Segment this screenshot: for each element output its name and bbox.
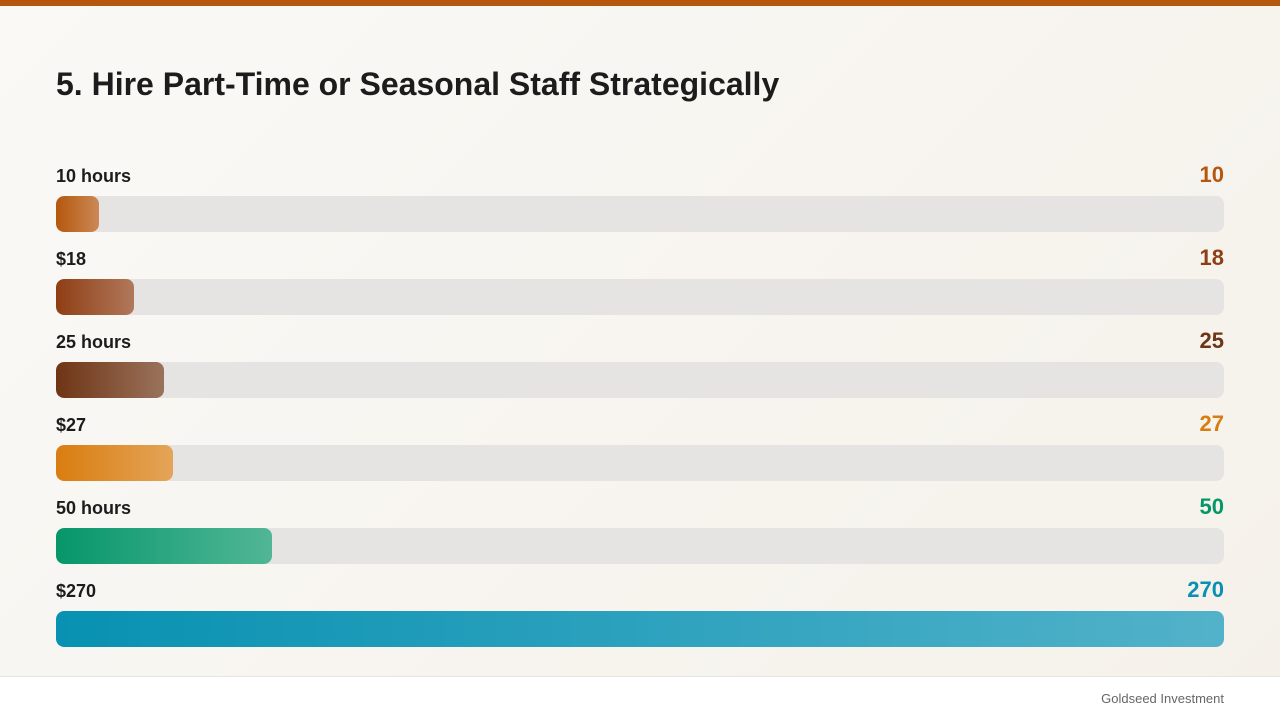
bar-label: $18: [56, 249, 87, 269]
bar-label: $27: [56, 415, 87, 435]
bar-row: $18 18: [56, 243, 1224, 315]
bar-track: [56, 528, 1224, 564]
bar-track: [56, 362, 1224, 398]
bar-value-label: 25: [1199, 328, 1224, 353]
bar-value-label: 50: [1199, 494, 1224, 519]
bar-label: 50 hours: [56, 498, 132, 518]
footer: Goldseed Investment: [0, 676, 1280, 721]
bar-track: [56, 196, 1224, 232]
bar-label: 10 hours: [56, 166, 132, 186]
bar-label: 25 hours: [56, 332, 132, 352]
bar: [56, 196, 100, 232]
bar-value-label: 18: [1199, 245, 1224, 270]
bar-row: 10 hours 10: [56, 160, 1224, 232]
bar-value-label: 270: [1187, 577, 1224, 602]
bar-row: $270 270: [56, 575, 1224, 647]
top-accent-bar: [0, 0, 1280, 6]
bar-label: $270: [56, 581, 97, 601]
bar-track: [56, 445, 1224, 481]
bar-value-label: 10: [1199, 162, 1224, 187]
bar-chart: 10 hours 10 $18 18 25 hours 25 $27 27 50 hours 50…: [56, 160, 1224, 660]
bar: [56, 528, 273, 564]
bar: [56, 362, 165, 398]
bar-track: [56, 611, 1224, 647]
slide-title: 5. Hire Part-Time or Seasonal Staff Stra…: [56, 66, 780, 102]
bar-track: [56, 279, 1224, 315]
footer-brand: Goldseed Investment: [1101, 691, 1224, 706]
bar-row: 50 hours 50: [56, 492, 1224, 564]
bar-value-label: 27: [1199, 411, 1224, 436]
bar-row: $27 27: [56, 409, 1224, 481]
bar: [56, 279, 134, 315]
bar: [56, 611, 1224, 647]
bar: [56, 445, 173, 481]
bar-row: 25 hours 25: [56, 326, 1224, 398]
